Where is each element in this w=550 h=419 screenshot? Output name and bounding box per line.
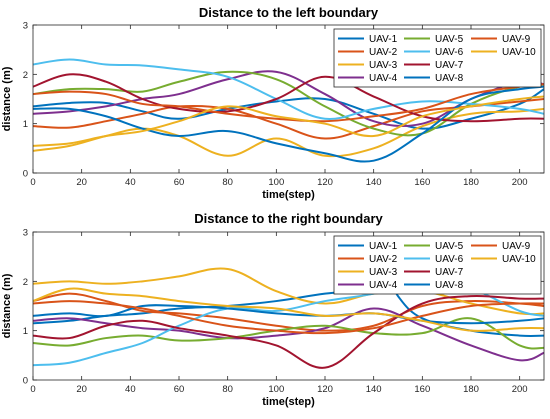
y-tick-label: 2 <box>23 70 28 81</box>
y-tick-label: 1 <box>23 119 28 130</box>
legend-box <box>333 28 542 88</box>
legend-item-uav-1: UAV-1 <box>338 34 398 45</box>
series-line-uav-9 <box>33 83 544 123</box>
chart-title: Distance to the left boundary <box>199 5 379 20</box>
legend-item-uav-10: UAV-10 <box>471 47 536 58</box>
legend-label: UAV-4 <box>369 73 398 84</box>
legend-label: UAV-2 <box>369 254 398 265</box>
legend-label: UAV-7 <box>435 60 464 71</box>
series-line-uav-9 <box>33 300 544 335</box>
x-tick-label: 180 <box>463 384 479 395</box>
x-tick-label: 80 <box>222 384 233 395</box>
x-tick-label: 120 <box>317 177 333 188</box>
legend-label: UAV-7 <box>435 267 464 278</box>
y-tick-label: 3 <box>23 228 28 239</box>
legend-label: UAV-8 <box>435 280 464 291</box>
legend-label: UAV-5 <box>435 34 464 45</box>
legend-item-uav-9: UAV-9 <box>471 34 531 45</box>
x-tick-label: 80 <box>222 177 233 188</box>
legend-label: UAV-9 <box>502 241 531 252</box>
x-tick-label: 60 <box>174 384 185 395</box>
legend-item-uav-3: UAV-3 <box>338 60 398 71</box>
legend-label: UAV-5 <box>435 241 464 252</box>
y-tick-label: 3 <box>23 21 28 32</box>
x-tick-label: 160 <box>414 177 430 188</box>
x-tick-label: 140 <box>366 384 382 395</box>
legend-item-uav-10: UAV-10 <box>471 254 536 265</box>
legend-item-uav-7: UAV-7 <box>404 267 464 278</box>
series-group <box>33 58 544 163</box>
legend-item-uav-8: UAV-8 <box>404 73 464 84</box>
legend-item-uav-7: UAV-7 <box>404 60 464 71</box>
legend-label: UAV-8 <box>435 73 464 84</box>
series-line-uav-2 <box>33 292 544 332</box>
legend-item-uav-6: UAV-6 <box>404 254 464 265</box>
legend-item-uav-2: UAV-2 <box>338 47 398 58</box>
x-tick-label: 100 <box>268 384 284 395</box>
y-axis-label: distance (m) <box>1 273 13 338</box>
x-tick-label: 40 <box>125 384 136 395</box>
x-tick-label: 20 <box>76 384 87 395</box>
legend-label: UAV-1 <box>369 34 398 45</box>
legend-item-uav-5: UAV-5 <box>404 241 464 252</box>
x-tick-label: 20 <box>76 177 87 188</box>
x-tick-label: 100 <box>268 177 284 188</box>
legend: UAV-1 UAV-2 UAV-3 UAV-4 UAV-5 UAV-6 UAV-7 UAV-8… <box>333 235 542 295</box>
series-line-uav-8 <box>33 304 544 325</box>
axes-frame <box>32 24 545 174</box>
legend-label: UAV-10 <box>502 47 536 58</box>
legend-item-uav-3: UAV-3 <box>338 267 398 278</box>
legend-label: UAV-3 <box>369 267 398 278</box>
y-tick-label: 2 <box>23 277 28 288</box>
series-line-uav-1 <box>33 88 544 130</box>
series-line-uav-4 <box>33 307 544 362</box>
x-axis-label: time(step) <box>262 396 315 408</box>
y-tick-label: 0 <box>23 169 28 180</box>
x-tick-label: 160 <box>414 384 430 395</box>
series-line-uav-3 <box>33 267 544 316</box>
x-axis-label: time(step) <box>262 189 315 201</box>
legend-label: UAV-6 <box>435 47 464 58</box>
legend-label: UAV-1 <box>369 241 398 252</box>
legend-item-uav-2: UAV-2 <box>338 254 398 265</box>
legend-item-uav-4: UAV-4 <box>338 73 398 84</box>
legend-item-uav-6: UAV-6 <box>404 47 464 58</box>
legend-item-uav-9: UAV-9 <box>471 241 531 252</box>
y-axis-label: distance (m) <box>1 66 13 131</box>
x-tick-label: 120 <box>317 384 333 395</box>
series-line-uav-7 <box>33 73 544 123</box>
chart-title: Distance to the right boundary <box>194 211 383 226</box>
x-tick-label: 200 <box>512 384 528 395</box>
series-group <box>33 267 544 369</box>
legend-label: UAV-3 <box>369 60 398 71</box>
legend-label: UAV-10 <box>502 254 536 265</box>
legend-label: UAV-6 <box>435 254 464 265</box>
legend-label: UAV-9 <box>502 34 531 45</box>
series-line-uav-7 <box>33 294 544 369</box>
series-line-uav-10 <box>33 287 544 332</box>
y-tick-label: 1 <box>23 326 28 337</box>
legend-item-uav-8: UAV-8 <box>404 280 464 291</box>
x-tick-label: 200 <box>512 177 528 188</box>
legend-box <box>333 235 542 295</box>
legend-item-uav-1: UAV-1 <box>338 241 398 252</box>
x-tick-label: 140 <box>366 177 382 188</box>
x-tick-label: 180 <box>463 177 479 188</box>
legend-item-uav-5: UAV-5 <box>404 34 464 45</box>
x-tick-label: 40 <box>125 177 136 188</box>
x-tick-label: 0 <box>30 384 35 395</box>
legend-label: UAV-4 <box>369 280 398 291</box>
axes-frame <box>32 231 545 381</box>
legend-label: UAV-2 <box>369 47 398 58</box>
series-line-uav-10 <box>33 95 544 147</box>
series-line-uav-8 <box>33 85 544 163</box>
legend-item-uav-4: UAV-4 <box>338 280 398 291</box>
legend: UAV-1 UAV-2 UAV-3 UAV-4 UAV-5 UAV-6 UAV-7 UAV-8… <box>333 28 542 88</box>
x-tick-label: 60 <box>174 177 185 188</box>
x-tick-label: 0 <box>30 177 35 188</box>
y-tick-label: 0 <box>23 376 28 387</box>
